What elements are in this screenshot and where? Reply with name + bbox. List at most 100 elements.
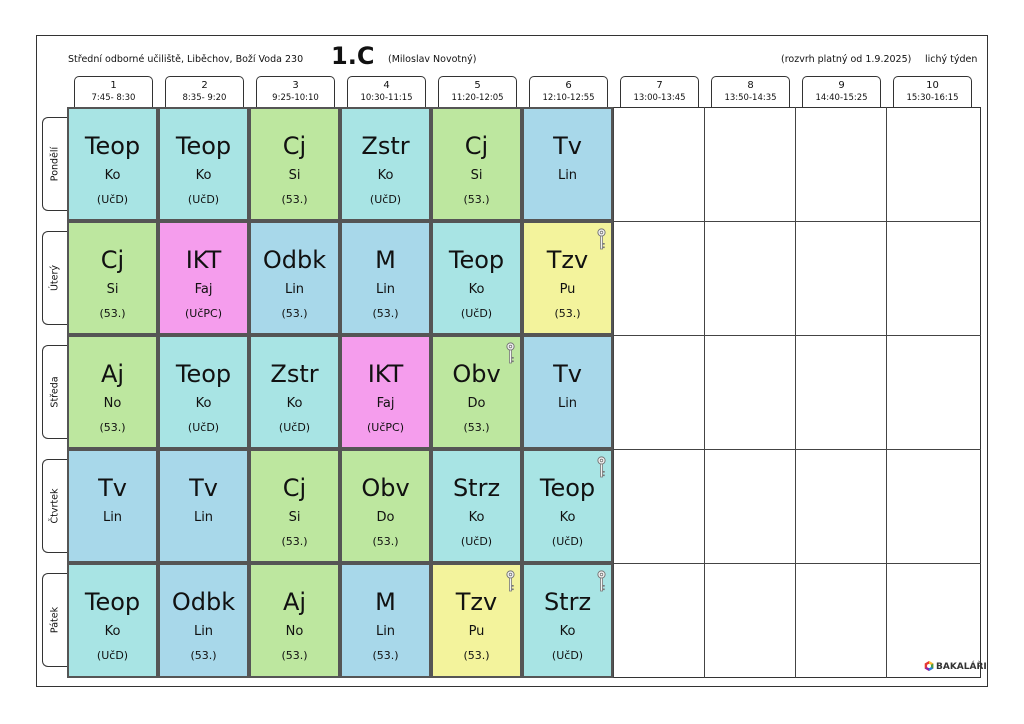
- period-time: 13:00-13:45: [633, 93, 686, 103]
- period-number: 3: [292, 80, 299, 91]
- lesson-teacher: Lin: [375, 624, 396, 639]
- lesson-cell[interactable]: Teop Ko (UčD): [431, 221, 522, 335]
- week-type: lichý týden: [925, 54, 978, 65]
- lesson-cell[interactable]: Tv Lin: [158, 449, 249, 563]
- lesson-teacher: Faj: [376, 396, 395, 411]
- day-name: Středa: [49, 376, 61, 408]
- lesson-teacher: Ko: [559, 510, 576, 525]
- lesson-room: (UčD): [551, 535, 584, 548]
- period-time: 12:10-12:55: [542, 93, 595, 103]
- lesson-teacher: Ko: [195, 396, 212, 411]
- period-number: 6: [565, 80, 572, 91]
- school-name: Střední odborné učiliště, Liběchov, Boží…: [68, 54, 304, 65]
- lesson-cell[interactable]: Obv Do (53.): [340, 449, 431, 563]
- day-tab: Čtvrtek: [42, 459, 67, 553]
- lesson-cell[interactable]: Cj Si (53.): [67, 221, 158, 335]
- day-name: Pondělí: [49, 146, 61, 182]
- period-time: 8:35- 9:20: [182, 93, 227, 103]
- lesson-cell[interactable]: Tv Lin: [522, 107, 613, 221]
- lesson-cell[interactable]: Cj Si (53.): [249, 449, 340, 563]
- validity-date: (rozvrh platný od 1.9.2025): [781, 54, 912, 65]
- lesson-teacher: Lin: [557, 168, 578, 183]
- lesson-teacher: Si: [288, 168, 301, 183]
- lesson-cell[interactable]: Obv Do (53.): [431, 335, 522, 449]
- lesson-teacher: Lin: [193, 510, 214, 525]
- lesson-room: (UčD): [460, 535, 493, 548]
- bakalari-logo-icon: [924, 661, 934, 671]
- lesson-teacher: Faj: [194, 282, 213, 297]
- period-time: 15:30-16:15: [906, 93, 959, 103]
- lesson-cell[interactable]: Odbk Lin (53.): [249, 221, 340, 335]
- lesson-teacher: Si: [106, 282, 119, 297]
- lesson-room: (53.): [281, 649, 308, 662]
- lesson-cell[interactable]: Cj Si (53.): [249, 107, 340, 221]
- lesson-cell[interactable]: Cj Si (53.): [431, 107, 522, 221]
- lesson-room: (UčD): [187, 421, 220, 434]
- lesson-teacher: Pu: [468, 624, 485, 639]
- lesson-subject: Odbk: [262, 246, 327, 274]
- lesson-teacher: Ko: [468, 510, 485, 525]
- lesson-cell[interactable]: Aj No (53.): [249, 563, 340, 678]
- lesson-cell[interactable]: Odbk Lin (53.): [158, 563, 249, 678]
- lesson-cell[interactable]: Teop Ko (UčD): [158, 335, 249, 449]
- lesson-cell[interactable]: Teop Ko (UčD): [158, 107, 249, 221]
- key-icon: [597, 570, 606, 592]
- lesson-room: (53.): [554, 307, 581, 320]
- lesson-cell[interactable]: Teop Ko (UčD): [522, 449, 613, 563]
- grid-column-divider: [886, 107, 887, 678]
- lesson-cell[interactable]: Tv Lin: [67, 449, 158, 563]
- lesson-subject: M: [375, 588, 396, 616]
- period-tab-6: 6 12:10-12:55: [529, 76, 608, 107]
- lesson-teacher: No: [103, 396, 122, 411]
- lesson-teacher: Si: [288, 510, 301, 525]
- lesson-room: (53.): [372, 649, 399, 662]
- lesson-teacher: Lin: [557, 396, 578, 411]
- lesson-cell[interactable]: Tzv Pu (53.): [431, 563, 522, 678]
- lesson-cell[interactable]: Zstr Ko (UčD): [249, 335, 340, 449]
- lesson-room: (53.): [99, 307, 126, 320]
- lesson-cell[interactable]: Tv Lin: [522, 335, 613, 449]
- period-number: 5: [474, 80, 481, 91]
- key-icon: [597, 456, 606, 478]
- lesson-subject: Strz: [543, 588, 592, 616]
- lesson-cell[interactable]: Aj No (53.): [67, 335, 158, 449]
- period-tab-5: 5 11:20-12:05: [438, 76, 517, 107]
- lesson-subject: Zstr: [270, 360, 319, 388]
- period-time: 10:30-11:15: [360, 93, 413, 103]
- lesson-subject: Teop: [175, 132, 232, 160]
- lesson-cell[interactable]: M Lin (53.): [340, 221, 431, 335]
- lesson-cell[interactable]: Teop Ko (UčD): [67, 107, 158, 221]
- period-tab-7: 7 13:00-13:45: [620, 76, 699, 107]
- day-name: Úterý: [49, 264, 61, 292]
- lesson-teacher: Ko: [195, 168, 212, 183]
- lesson-cell[interactable]: Strz Ko (UčD): [431, 449, 522, 563]
- lesson-cell[interactable]: Strz Ko (UčD): [522, 563, 613, 678]
- lesson-teacher: Ko: [104, 168, 121, 183]
- lesson-teacher: Ko: [286, 396, 303, 411]
- lesson-cell[interactable]: IKT Faj (UčPC): [158, 221, 249, 335]
- lesson-subject: Tzv: [546, 246, 589, 274]
- period-tab-3: 3 9:25-10:10: [256, 76, 335, 107]
- lesson-subject: Tzv: [455, 588, 498, 616]
- lesson-subject: Cj: [282, 474, 307, 502]
- day-name: Pátek: [49, 606, 61, 634]
- lesson-teacher: Ko: [468, 282, 485, 297]
- lesson-teacher: Ko: [104, 624, 121, 639]
- lesson-room: (53.): [372, 307, 399, 320]
- lesson-room: (53.): [281, 535, 308, 548]
- day-tab: Pátek: [42, 573, 67, 667]
- lesson-room: (UčD): [460, 307, 493, 320]
- lesson-room: (UčPC): [367, 421, 404, 434]
- lesson-subject: Tv: [553, 360, 582, 388]
- grid-column-divider: [613, 107, 614, 678]
- lesson-cell[interactable]: Tzv Pu (53.): [522, 221, 613, 335]
- lesson-cell[interactable]: IKT Faj (UčPC): [340, 335, 431, 449]
- lesson-cell[interactable]: Teop Ko (UčD): [67, 563, 158, 678]
- period-number: 1: [110, 80, 117, 91]
- lesson-cell[interactable]: M Lin (53.): [340, 563, 431, 678]
- lesson-room: (UčD): [551, 649, 584, 662]
- lesson-subject: Teop: [175, 360, 232, 388]
- day-tab: Úterý: [42, 231, 67, 325]
- lesson-room: (53.): [372, 535, 399, 548]
- lesson-cell[interactable]: Zstr Ko (UčD): [340, 107, 431, 221]
